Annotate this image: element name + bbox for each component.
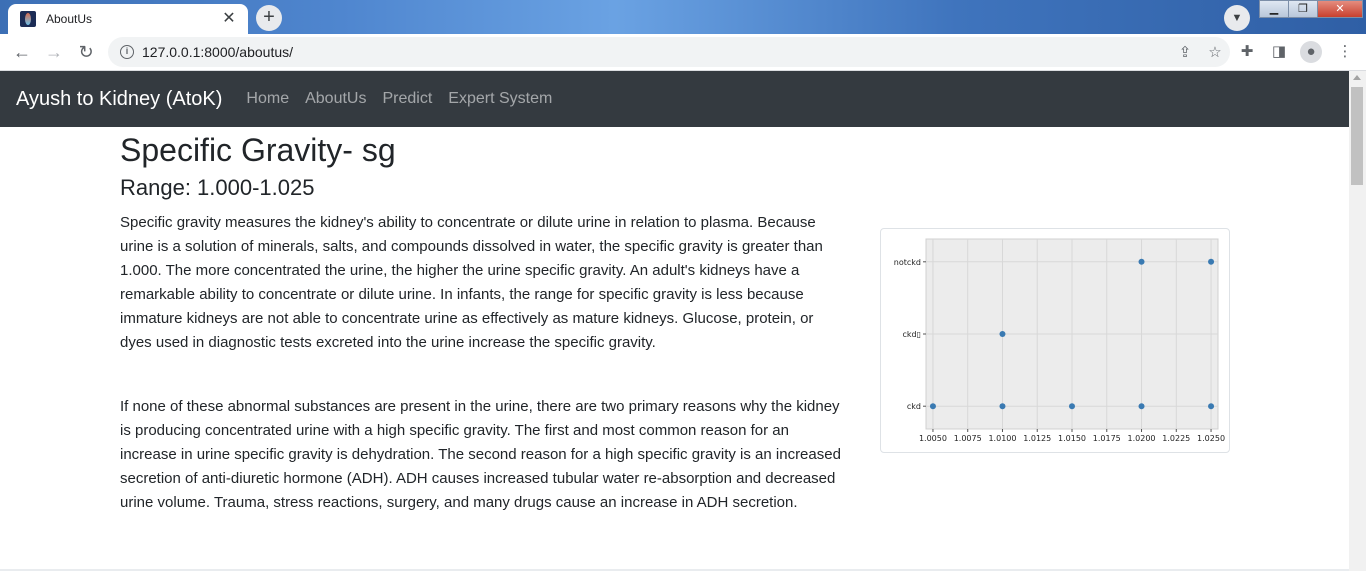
paragraph-reasons: If none of these abnormal substances are…	[120, 398, 841, 511]
x-tick-label: 1.0100	[988, 434, 1016, 443]
data-point	[1069, 403, 1075, 410]
range-heading: Range: 1.000-1.025	[120, 175, 315, 200]
x-tick-label: 1.0150	[1058, 434, 1086, 443]
page-scrollbar[interactable]	[1349, 71, 1366, 571]
tab-title: AboutUs	[46, 12, 93, 26]
back-arrow-icon[interactable]: ←	[13, 42, 31, 62]
scatter-chart-card: 1.0050 1.0075 1.0100 1.0125 1.0150 1.0175 1.02…	[880, 228, 1230, 453]
page-divider	[0, 569, 1349, 571]
y-tick-label: ckd▯	[902, 330, 921, 339]
share-icon[interactable]: ⇪	[1178, 44, 1192, 61]
site-navbar: Ayush to Kidney (AtoK) Home AboutUs Pred…	[0, 71, 1349, 127]
y-tick-label: ckd	[907, 402, 921, 411]
site-info-icon[interactable]: i	[120, 45, 134, 59]
nav-link-aboutus[interactable]: AboutUs	[305, 90, 367, 107]
window-controls: ▁ ❐ ✕	[1259, 0, 1363, 20]
data-point	[1208, 258, 1215, 265]
data-point	[1138, 403, 1145, 410]
tab-close-icon[interactable]: ✕	[222, 10, 236, 27]
forward-arrow-icon[interactable]: →	[45, 42, 63, 62]
extensions-puzzle-icon[interactable]: ✚	[1240, 43, 1254, 60]
x-tick-label: 1.0250	[1197, 434, 1225, 443]
data-point	[999, 403, 1006, 410]
x-tick-label: 1.0075	[954, 434, 982, 443]
x-tick-label: 1.0175	[1093, 434, 1121, 443]
bookmark-star-icon[interactable]: ☆	[1208, 44, 1222, 61]
scrollbar-thumb[interactable]	[1351, 87, 1363, 185]
minimize-icon[interactable]: ▁	[1259, 0, 1289, 18]
address-bar[interactable]: i 127.0.0.1:8000/aboutus/ ⇪ ☆	[108, 37, 1230, 67]
main-content: Specific Gravity- sg Range: 1.000-1.025 …	[120, 127, 1230, 511]
x-tick-label: 1.0200	[1128, 434, 1156, 443]
paragraph-definition: Specific gravity measures the kidney's a…	[120, 214, 823, 351]
site-favicon-icon	[20, 11, 36, 27]
data-point	[999, 331, 1006, 337]
nav-link-expert-system[interactable]: Expert System	[448, 90, 553, 107]
browser-menu-icon[interactable]: ⋮	[1337, 43, 1353, 60]
browser-tab[interactable]: AboutUs ✕	[8, 4, 248, 34]
navbar-brand[interactable]: Ayush to Kidney (AtoK)	[16, 87, 223, 110]
new-tab-button[interactable]: +	[256, 5, 282, 31]
nav-link-home[interactable]: Home	[246, 90, 290, 107]
side-panel-icon[interactable]: ◨	[1271, 43, 1287, 60]
page-viewport: Ayush to Kidney (AtoK) Home AboutUs Pred…	[0, 71, 1349, 571]
profile-avatar-icon[interactable]: ●	[1300, 41, 1322, 63]
nav-link-predict[interactable]: Predict	[382, 90, 433, 107]
scroll-up-arrow-icon[interactable]	[1353, 75, 1361, 80]
reload-icon[interactable]: ↻	[78, 42, 94, 62]
data-point	[1138, 258, 1145, 265]
data-point	[1208, 403, 1215, 410]
y-tick-label: notckd	[894, 258, 921, 267]
x-tick-label: 1.0125	[1023, 434, 1051, 443]
maximize-icon[interactable]: ❐	[1288, 0, 1318, 18]
scatter-chart: 1.0050 1.0075 1.0100 1.0125 1.0150 1.0175 1.02…	[894, 238, 1225, 443]
x-tick-label: 1.0225	[1162, 434, 1190, 443]
url-text[interactable]: 127.0.0.1:8000/aboutus/	[142, 44, 294, 60]
data-point	[929, 403, 936, 410]
x-tick-label: 1.0050	[919, 434, 947, 443]
window-close-icon[interactable]: ✕	[1317, 0, 1363, 18]
browser-tabstrip: AboutUs ✕ + ▼ ▁ ❐ ✕	[0, 0, 1366, 34]
tab-search-chevron-icon[interactable]: ▼	[1224, 5, 1250, 31]
page-title: Specific Gravity- sg	[120, 132, 396, 168]
browser-toolbar: ← → ↻ i 127.0.0.1:8000/aboutus/ ⇪ ☆ ✚ ◨ …	[0, 34, 1366, 71]
